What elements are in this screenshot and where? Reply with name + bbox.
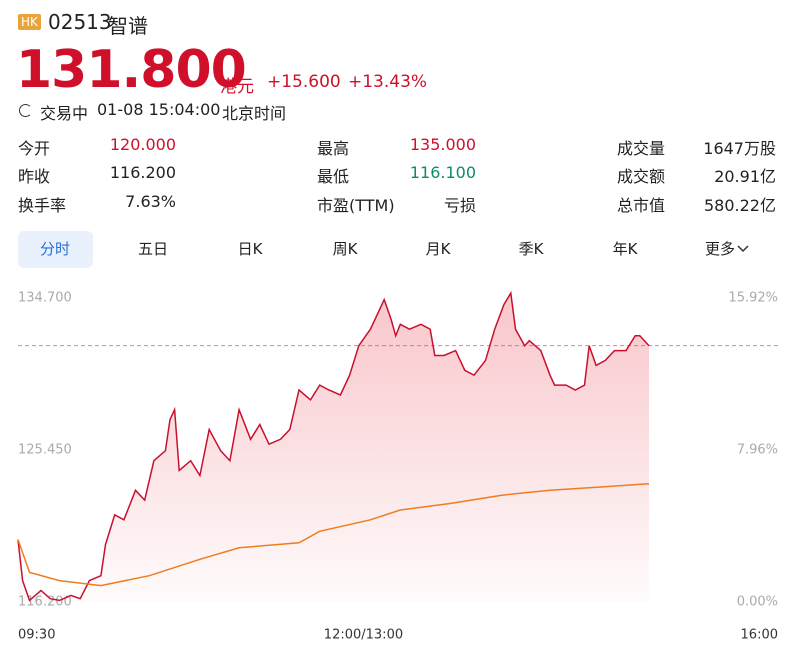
tab-selected-bg <box>18 231 93 268</box>
stat-value: 7.63% <box>125 192 176 211</box>
average-line <box>17 482 650 587</box>
stat-value: 116.200 <box>109 163 176 182</box>
stat-label: 市盈(TTM) <box>317 196 395 215</box>
more-chevron <box>737 245 749 253</box>
tab[interactable]: 日K <box>237 240 263 258</box>
status-icon <box>19 104 32 117</box>
price-area <box>18 293 649 602</box>
stat-label: 成交额 <box>617 167 666 186</box>
y2-tick-label: 0.00% <box>737 595 778 610</box>
tab[interactable]: 五日 <box>137 240 168 258</box>
market-badge: HK <box>18 14 41 30</box>
stat-label: 最低 <box>317 167 350 186</box>
tab[interactable]: 季K <box>518 240 544 258</box>
stat-label: 换手率 <box>18 196 67 215</box>
change: +15.600 <box>267 72 341 92</box>
tab[interactable]: 年K <box>612 240 638 258</box>
stat-value: 120.000 <box>109 135 176 154</box>
price: 131.800 <box>16 40 247 100</box>
y-tick-label: 125.450 <box>18 443 72 458</box>
x-tick-label: 16:00 <box>741 628 778 643</box>
status: 交易中 <box>40 104 89 123</box>
stat-label: 总市值 <box>617 196 666 215</box>
time: 01-08 15:04:00 <box>97 100 221 119</box>
price-line <box>17 290 650 602</box>
tab[interactable]: 更多 <box>704 240 735 258</box>
y-tick-label: 134.700 <box>18 291 72 306</box>
timezone: 北京时间 <box>222 104 287 123</box>
change-percent: +13.43% <box>348 72 428 92</box>
stock-code: 02513 <box>48 10 112 34</box>
tab[interactable]: 周K <box>332 240 358 258</box>
stat-label: 今开 <box>18 139 51 158</box>
stat-label: 成交量 <box>617 139 666 158</box>
tab[interactable]: 月K <box>425 240 451 258</box>
tab[interactable]: 分时 <box>39 240 70 258</box>
x-tick-label: 09:30 <box>18 628 55 643</box>
stat-value: 580.22亿 <box>704 196 776 215</box>
chart: 116.200125.450134.7000.00%7.96%15.92%09:… <box>17 290 778 643</box>
stat-value: 135.000 <box>409 135 476 154</box>
stat-value: 1647万股 <box>703 139 776 158</box>
y2-tick-label: 7.96% <box>737 443 778 458</box>
stock-name: 智谱 <box>108 14 148 38</box>
stat-label: 昨收 <box>18 167 51 186</box>
x-tick-label: 12:00/13:00 <box>324 628 403 643</box>
y2-tick-label: 15.92% <box>728 291 778 306</box>
stat-label: 最高 <box>317 139 350 158</box>
stat-value: 亏损 <box>443 196 476 215</box>
currency: 港元 <box>220 77 254 97</box>
stat-value: 20.91亿 <box>714 167 776 186</box>
stat-value: 116.100 <box>409 163 476 182</box>
